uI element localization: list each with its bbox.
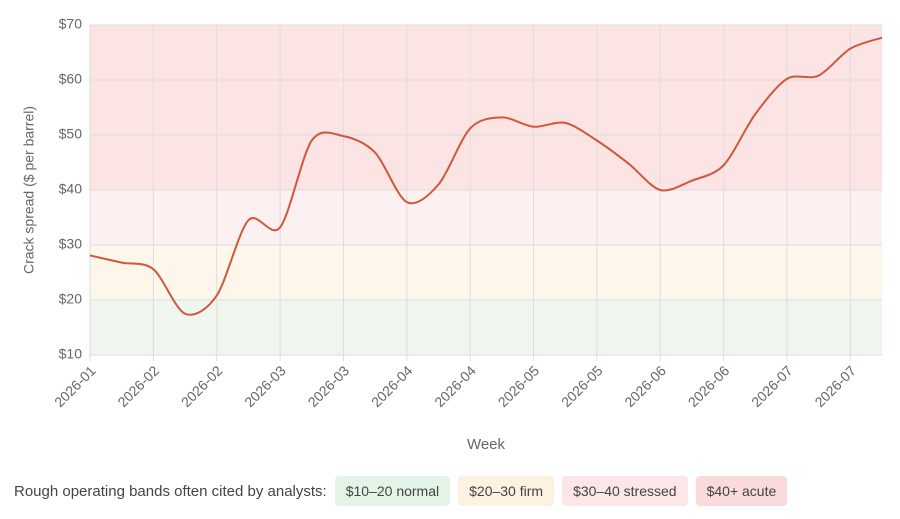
band (90, 25, 882, 190)
x-tick-label: 2026-02 (178, 362, 226, 410)
line (89, 36, 883, 316)
x-tick-label: 2026-05 (558, 362, 606, 410)
x-tick-label: 2026-02 (114, 362, 162, 410)
legend-item: $30–40 stressed (562, 476, 688, 506)
x-tick-label: 2026-04 (431, 362, 479, 410)
y-tick-label: $60 (59, 71, 83, 87)
x-tick-label: 2026-03 (241, 362, 289, 410)
x-tick-label: 2026-01 (51, 362, 99, 410)
band (90, 300, 882, 355)
legend-title: Rough operating bands often cited by ana… (14, 482, 327, 500)
y-tick-label: $50 (59, 126, 83, 142)
x-tick-label: 2026-04 (368, 362, 416, 410)
legend-item: $10–20 normal (334, 476, 451, 506)
band (90, 245, 882, 300)
y-axis-label: Crack spread ($ per barrel) (21, 106, 37, 274)
x-axis-label: Week (467, 436, 506, 453)
x-tick-label: 2026-03 (305, 362, 353, 410)
y-tick-label: $10 (59, 346, 83, 362)
x-tick-label: 2026-07 (811, 362, 859, 410)
chart: $10 $20 $30 $40 $50 $60 $70 2026-01 2026-02 2026-… (21, 16, 883, 453)
legend-item: $20–30 firm (458, 476, 555, 506)
x-tick-label: 2026-07 (748, 362, 796, 410)
x-tick-label: 2026-06 (685, 362, 733, 410)
x-tick-label: 2026-05 (495, 362, 543, 410)
legend-item: $40+ acute (695, 476, 788, 506)
legend: Rough operating bands often cited by ana… (14, 476, 788, 506)
x-tick-label: 2026-06 (621, 362, 669, 410)
band (90, 190, 882, 245)
y-tick-label: $20 (59, 291, 83, 307)
y-tick-label: $40 (59, 181, 83, 197)
y-tick-label: $70 (59, 16, 83, 32)
y-tick-label: $30 (59, 236, 83, 252)
